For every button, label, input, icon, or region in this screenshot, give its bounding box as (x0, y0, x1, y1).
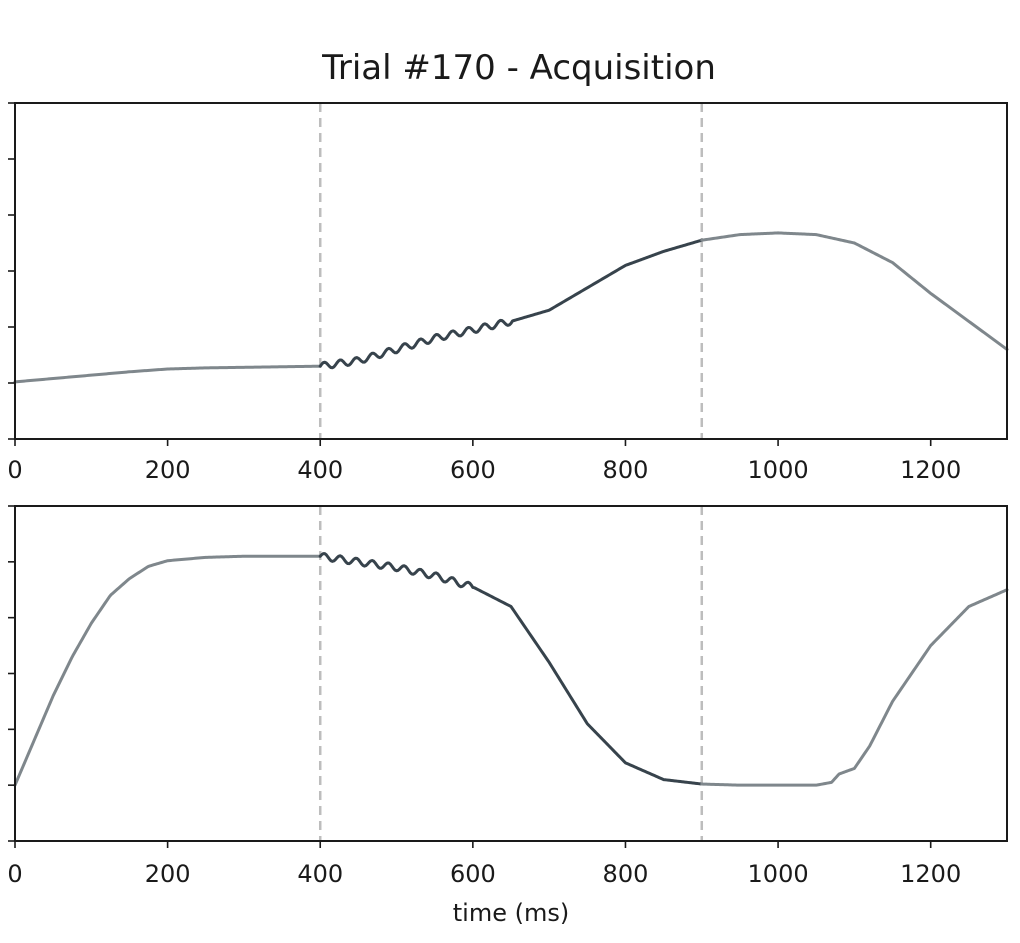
x-tick-label: 800 (603, 456, 649, 484)
trace-window-0 (318, 238, 704, 370)
trace-post-0 (700, 231, 1009, 351)
x-tick-label: 200 (145, 860, 191, 888)
trace-pre-1 (13, 554, 322, 787)
plot-frame (14, 102, 1008, 440)
x-tick-label: 600 (450, 860, 496, 888)
trace-pre-0 (13, 364, 322, 384)
x-tick-label: 0 (7, 456, 22, 484)
bottom-panel: 0 200 400 600 800 1000 1200 (7, 505, 1009, 888)
x-tick-label: 200 (145, 456, 191, 484)
chart-title: Trial #170 - Acquisition (321, 48, 716, 88)
x-tick-label: 1000 (748, 456, 809, 484)
x-tick-label: 1200 (900, 860, 961, 888)
x-tick-label: 600 (450, 456, 496, 484)
x-tick-label: 800 (603, 860, 649, 888)
x-tick-label: 1000 (748, 860, 809, 888)
plot-frame (14, 505, 1008, 842)
x-tick-label: 400 (297, 860, 343, 888)
top-panel: 0 200 400 600 800 1000 1200 (7, 102, 1009, 484)
trace-window-1 (318, 552, 704, 786)
x-tick-label: 1200 (900, 456, 961, 484)
x-axis-label: time (ms) (453, 899, 569, 927)
trace-post-1 (700, 588, 1009, 787)
x-tick-label: 400 (297, 456, 343, 484)
x-tick-label: 0 (7, 860, 22, 888)
